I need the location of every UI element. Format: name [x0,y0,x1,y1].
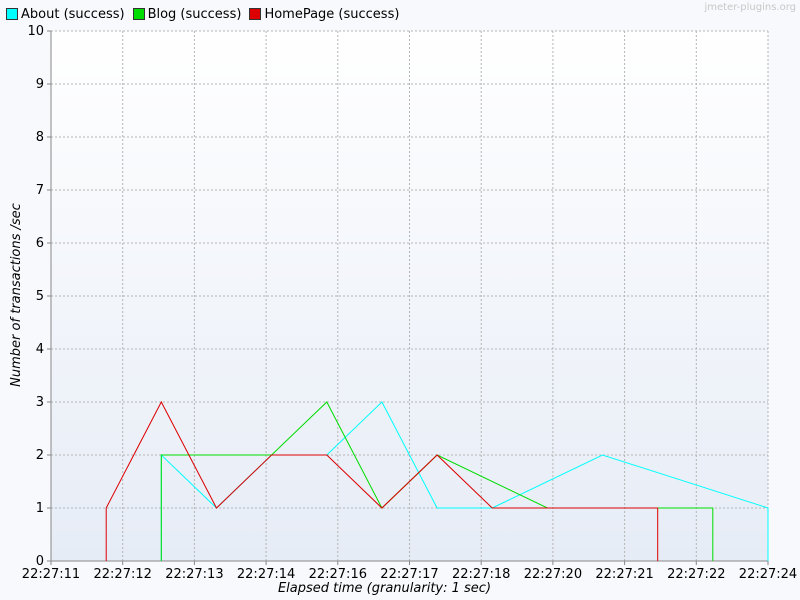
x-tick-label: 22:27:14 [237,567,295,582]
y-tick-label: 10 [27,24,44,39]
legend-item-about: About (success) [6,7,125,22]
series-line-homepage [105,400,659,561]
y-tick-label: 1 [36,501,44,516]
x-tick-label: 22:27:17 [380,567,438,582]
y-tick-label: 4 [36,342,44,357]
legend-item-blog: Blog (success) [132,6,242,22]
y-axis-title: Number of transactions /sec [9,203,24,387]
legend-swatch-about [6,8,18,20]
y-tick-label: 2 [36,448,44,463]
y-tick-label: 3 [36,395,44,410]
legend-label-blog: Blog (success) [147,6,242,22]
x-tick-label: 22:27:21 [595,567,653,582]
legend-label-about: About (success) [21,6,125,22]
y-tick-label: 8 [36,130,44,145]
x-axis-title: Elapsed time (granularity: 1 sec) [278,581,491,596]
y-tick-label: 6 [36,236,44,251]
watermark: jmeter-plugins.org [704,2,796,13]
x-tick-label: 22:27:16 [309,567,367,582]
x-tick-label: 22:27:13 [165,567,223,582]
legend-label-homepage: HomePage (success) [264,6,400,22]
legend-swatch-homepage [249,8,262,20]
x-tick-label: 22:27:18 [452,567,510,582]
x-tick-label: 22:27:22 [667,567,725,582]
x-tick-label: 22:27:20 [524,567,582,582]
legend: About (success) Blog (success) HomePage … [6,5,399,23]
x-tick-label: 22:27:11 [22,567,80,582]
y-tick-label: 0 [36,554,44,569]
legend-item-homepage: HomePage (success) [249,7,399,22]
y-tick-label: 7 [36,183,44,198]
y-tick-label: 9 [36,77,44,92]
x-tick-label: 22:27:24 [739,567,797,582]
x-tick-label: 22:27:12 [94,567,152,582]
y-tick-label: 5 [36,289,44,304]
series-line-about [160,401,769,561]
legend-swatch-blog [132,8,145,20]
